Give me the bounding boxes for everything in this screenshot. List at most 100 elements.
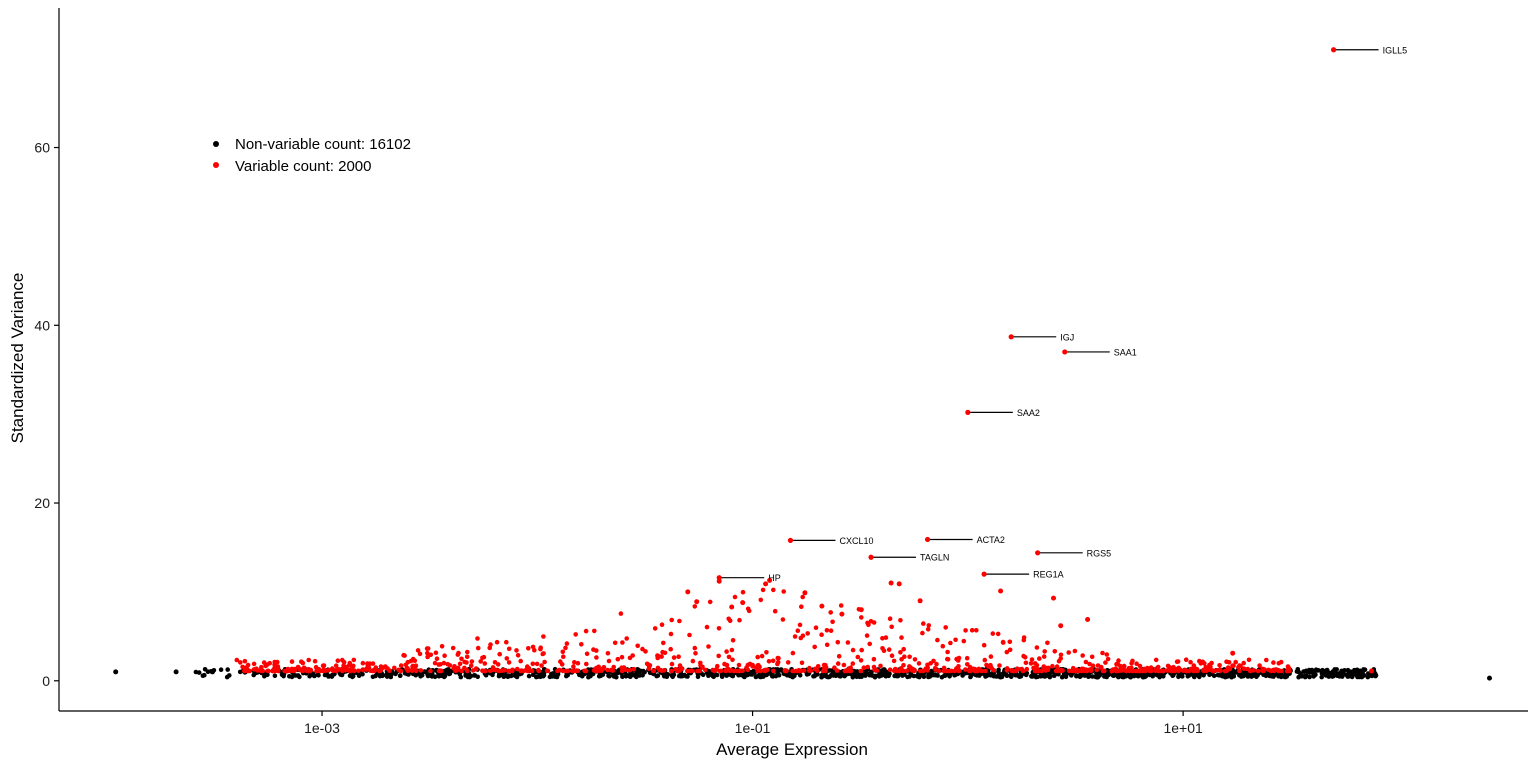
variable-point bbox=[698, 660, 703, 666]
variable-point bbox=[771, 587, 776, 593]
variable-point bbox=[659, 622, 665, 627]
non-variable-point bbox=[887, 671, 892, 676]
non-variable-point bbox=[607, 673, 612, 679]
variable-point bbox=[972, 668, 978, 674]
variable-point bbox=[990, 631, 996, 636]
variable-point bbox=[1222, 668, 1228, 674]
variable-point bbox=[515, 653, 521, 658]
variable-point bbox=[465, 668, 470, 674]
non-variable-point bbox=[442, 668, 447, 674]
variable-point bbox=[1094, 667, 1099, 673]
variable-point bbox=[1050, 663, 1055, 669]
variable-point bbox=[1184, 668, 1190, 674]
non-variable-point bbox=[512, 673, 518, 678]
variable-point bbox=[988, 654, 994, 659]
variable-point bbox=[899, 657, 904, 662]
gene-label: SAA1 bbox=[1114, 347, 1137, 357]
variable-point bbox=[624, 636, 629, 641]
variable-point bbox=[758, 597, 764, 603]
variable-point bbox=[1058, 623, 1064, 629]
variable-point bbox=[891, 658, 897, 664]
non-variable-point bbox=[1196, 673, 1202, 679]
non-variable-point bbox=[1033, 674, 1039, 680]
variable-point bbox=[766, 659, 772, 664]
non-variable-point bbox=[1269, 674, 1274, 679]
variable-point bbox=[1095, 663, 1101, 668]
non-variable-point bbox=[738, 672, 744, 678]
non-variable-point bbox=[767, 671, 772, 676]
non-variable-point bbox=[1340, 672, 1345, 678]
non-variable-point bbox=[505, 673, 511, 679]
variable-point bbox=[780, 617, 786, 622]
variable-point bbox=[635, 643, 640, 649]
variable-point bbox=[530, 661, 536, 667]
variable-point bbox=[747, 661, 753, 667]
non-variable-point bbox=[939, 674, 945, 680]
variable-point bbox=[1085, 617, 1091, 622]
non-variable-point bbox=[293, 673, 299, 678]
non-variable-point bbox=[1047, 674, 1053, 680]
variable-point bbox=[1155, 664, 1161, 670]
non-variable-point bbox=[393, 671, 398, 677]
variable-point bbox=[572, 668, 578, 674]
variable-point bbox=[864, 633, 870, 638]
variable-point bbox=[312, 658, 318, 664]
variable-point bbox=[351, 657, 357, 663]
variable-point bbox=[583, 628, 589, 634]
variable-point bbox=[763, 581, 769, 587]
variable-point bbox=[824, 642, 830, 648]
variable-point bbox=[242, 668, 247, 674]
non-variable-point bbox=[1305, 669, 1310, 675]
variable-point bbox=[526, 666, 532, 671]
variable-point bbox=[706, 644, 711, 649]
variable-point bbox=[861, 665, 867, 670]
variable-point bbox=[815, 664, 821, 669]
variable-point bbox=[898, 618, 903, 623]
variable-point bbox=[1139, 667, 1144, 672]
variable-point bbox=[502, 667, 507, 673]
variable-point bbox=[1051, 595, 1056, 601]
variable-point bbox=[819, 632, 824, 637]
y-axis-ticks: 0 20 40 60 bbox=[34, 140, 59, 689]
non-variable-point bbox=[915, 674, 920, 679]
non-variable-point bbox=[792, 673, 797, 678]
non-variable-point bbox=[1176, 674, 1181, 680]
variable-point bbox=[945, 656, 950, 662]
variable-point bbox=[1105, 656, 1111, 662]
variable-point bbox=[871, 656, 877, 662]
variable-point bbox=[1134, 661, 1139, 666]
variable-point bbox=[896, 581, 902, 587]
non-variable-point bbox=[1325, 669, 1331, 675]
non-variable-point bbox=[921, 674, 927, 679]
variable-point bbox=[886, 647, 892, 652]
variable-point bbox=[450, 645, 456, 651]
variable-point bbox=[247, 668, 252, 674]
variable-point bbox=[411, 667, 416, 672]
variable-point bbox=[697, 668, 702, 674]
variable-point bbox=[370, 661, 376, 666]
variable-point bbox=[596, 664, 601, 670]
labeled-gene-point bbox=[1035, 550, 1041, 556]
non-variable-point bbox=[1059, 674, 1065, 680]
variable-point bbox=[1167, 665, 1173, 670]
non-variable-point bbox=[612, 672, 618, 677]
variable-point bbox=[447, 663, 453, 668]
variable-point bbox=[1206, 667, 1212, 672]
variable-point bbox=[1007, 639, 1013, 645]
non-variable-point bbox=[1136, 673, 1141, 679]
variable-point bbox=[1045, 667, 1051, 672]
non-variable-point bbox=[682, 672, 687, 678]
variable-point bbox=[800, 633, 806, 638]
non-variable-point bbox=[927, 674, 933, 679]
non-variable-point bbox=[1347, 673, 1353, 679]
variable-point bbox=[883, 635, 889, 640]
variable-point bbox=[836, 654, 842, 659]
non-variable-point bbox=[1029, 674, 1034, 679]
non-variable-point bbox=[863, 671, 869, 677]
variable-point bbox=[1041, 654, 1047, 659]
variable-point bbox=[571, 664, 576, 669]
variable-point bbox=[1019, 666, 1025, 672]
variable-point bbox=[694, 599, 700, 605]
variable-point bbox=[1032, 668, 1038, 674]
